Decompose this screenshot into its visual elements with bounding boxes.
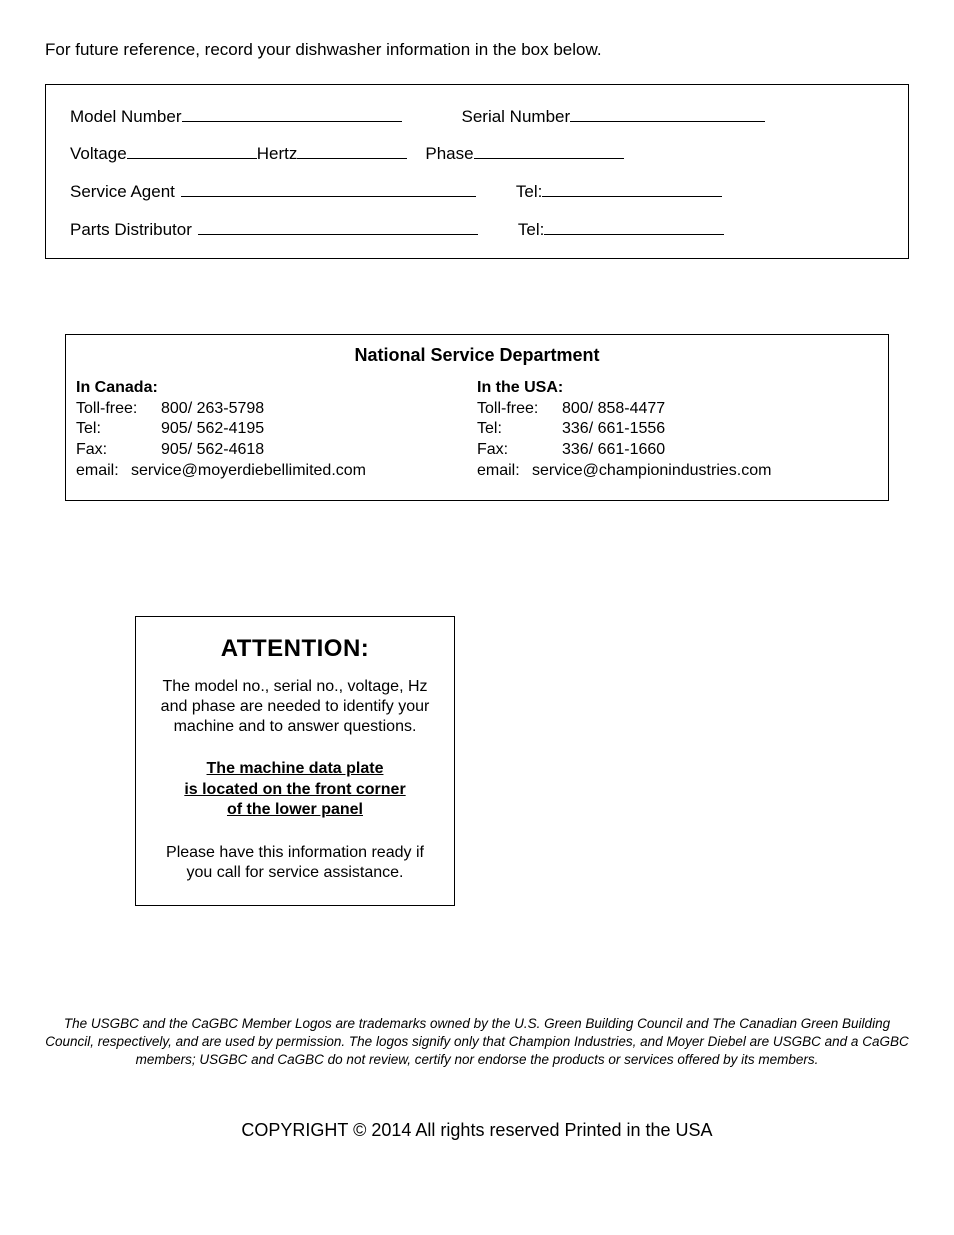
model-number-label: Model Number [70,107,182,127]
voltage-label: Voltage [70,144,127,164]
record-info-box: Model Number Serial Number Voltage Hertz… [45,84,909,259]
service-agent-tel-label: Tel: [516,182,542,202]
voltage-blank[interactable] [127,141,257,160]
usa-email-label: email: [477,461,532,482]
row-voltage-hertz-phase: Voltage Hertz Phase [70,141,884,165]
national-service-box: National Service Department In Canada: T… [65,334,889,501]
canada-tollfree-label: Toll-free: [76,399,161,420]
canada-fax: 905/ 562-4618 [161,440,264,461]
parts-distributor-tel-blank[interactable] [544,216,724,235]
service-agent-label: Service Agent [70,182,175,202]
phase-label: Phase [425,144,473,164]
attention-title: ATTENTION: [154,635,436,663]
service-agent-tel-blank[interactable] [542,178,722,197]
copyright-text: COPYRIGHT © 2014 All rights reserved Pri… [0,1120,954,1141]
usa-column: In the USA: Toll-free:800/ 858-4477 Tel:… [477,378,878,482]
attention-box: ATTENTION: The model no., serial no., vo… [135,616,455,906]
attention-p1: The model no., serial no., voltage, Hz a… [154,677,436,737]
attention-p2: Please have this information ready if yo… [154,843,436,883]
attention-mid-l1: The machine data plate [207,760,384,777]
parts-distributor-tel-label: Tel: [518,220,544,240]
service-agent-blank[interactable] [181,178,476,197]
usa-fax: 336/ 661-1660 [562,440,665,461]
usa-tel-label: Tel: [477,419,562,440]
usa-email: service@championindustries.com [532,461,771,482]
row-model-serial: Model Number Serial Number [70,103,884,127]
model-number-blank[interactable] [182,103,402,122]
canada-column: In Canada: Toll-free:800/ 263-5798 Tel:9… [76,378,477,482]
phase-blank[interactable] [474,141,624,160]
serial-number-blank[interactable] [570,103,765,122]
hertz-label: Hertz [257,144,298,164]
hertz-blank[interactable] [297,141,407,160]
attention-data-plate: The machine data plate is located on the… [154,759,436,821]
usa-tollfree-label: Toll-free: [477,399,562,420]
canada-tel: 905/ 562-4195 [161,419,264,440]
canada-fax-label: Fax: [76,440,161,461]
service-title: National Service Department [76,345,878,366]
intro-text: For future reference, record your dishwa… [45,40,909,60]
disclaimer-text: The USGBC and the CaGBC Member Logos are… [45,1015,909,1070]
parts-distributor-label: Parts Distributor [70,220,192,240]
usa-heading: In the USA: [477,378,878,399]
row-service-agent: Service Agent Tel: [70,178,884,202]
canada-tollfree: 800/ 263-5798 [161,399,264,420]
canada-email-label: email: [76,461,131,482]
serial-number-label: Serial Number [462,107,571,127]
canada-email: service@moyerdiebellimited.com [131,461,366,482]
usa-tollfree: 800/ 858-4477 [562,399,665,420]
usa-fax-label: Fax: [477,440,562,461]
usa-tel: 336/ 661-1556 [562,419,665,440]
canada-tel-label: Tel: [76,419,161,440]
attention-mid-l2: is located on the front corner [184,781,405,798]
attention-mid-l3: of the lower panel [227,801,363,818]
parts-distributor-blank[interactable] [198,216,478,235]
canada-heading: In Canada: [76,378,477,399]
row-parts-distributor: Parts Distributor Tel: [70,216,884,240]
